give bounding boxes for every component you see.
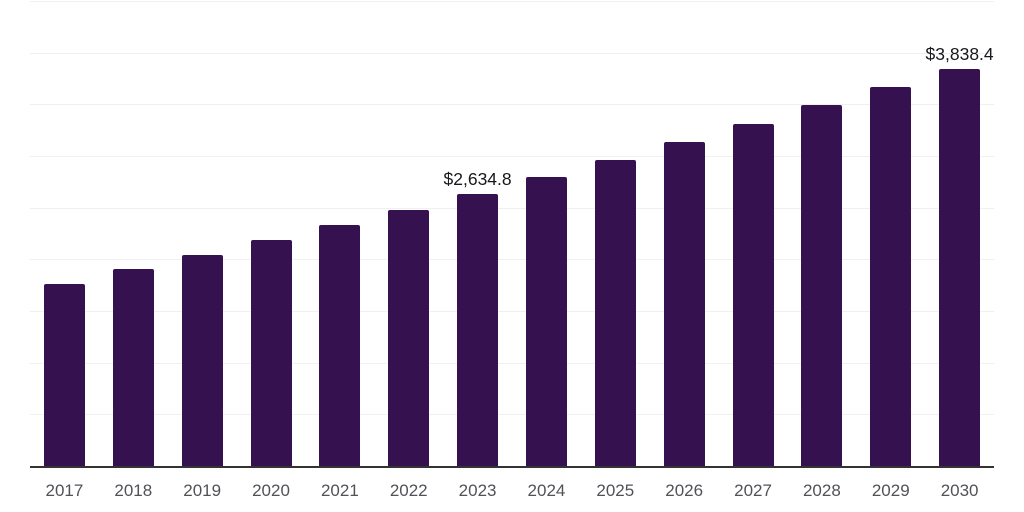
x-tick-2017: 2017 [45, 481, 84, 500]
bar-2022 [388, 210, 430, 466]
bar-2026 [663, 142, 705, 466]
bar-2019 [181, 255, 223, 466]
value-label-2030: $3,838.4 [925, 44, 994, 65]
x-tick-2026: 2026 [665, 481, 704, 500]
bar-2030 [939, 69, 981, 466]
bar-slot-2025 [581, 3, 650, 466]
x-tick-2019: 2019 [183, 481, 222, 500]
bar-2027 [732, 123, 774, 466]
bar-2025 [594, 159, 636, 466]
bar-slot-2023: $2,634.8 [443, 3, 512, 466]
x-tick-2018: 2018 [114, 481, 153, 500]
x-axis-labels: 2017 2018 2019 2020 2021 2022 2023 2024 2025 2026… [30, 481, 994, 501]
x-tick-2023: 2023 [458, 481, 497, 500]
x-tick-2021: 2021 [320, 481, 359, 500]
bar-slot-2028 [787, 3, 856, 466]
bar-slot-2022 [374, 3, 443, 466]
bar-slot-2027 [719, 3, 788, 466]
bar-slot-2020 [237, 3, 306, 466]
x-tick-2028: 2028 [802, 481, 841, 500]
x-tick-2020: 2020 [252, 481, 290, 500]
bar-2018 [112, 268, 154, 466]
gridline-4500 [30, 1, 994, 2]
x-tick-2025: 2025 [596, 481, 635, 500]
bar-2029 [870, 87, 912, 466]
bar-2028 [801, 104, 843, 466]
plot-area: $2,634.8 $3,838.4 [30, 1, 994, 468]
bar-2021 [319, 225, 361, 466]
bar-slot-2026 [650, 3, 719, 466]
bar-2017 [43, 283, 85, 466]
bar-slot-2018 [99, 3, 168, 466]
bars-layer: $2,634.8 $3,838.4 [30, 3, 994, 466]
x-tick-2030: 2030 [940, 481, 979, 500]
bar-slot-2019 [168, 3, 237, 466]
x-tick-2022: 2022 [389, 481, 428, 500]
bar-2024 [525, 176, 567, 466]
bar-slot-2029 [856, 3, 925, 466]
bar-slot-2030: $3,838.4 [925, 3, 994, 466]
bar-2023 [457, 193, 499, 466]
x-tick-2024: 2024 [527, 481, 566, 500]
bar-slot-2024 [512, 3, 581, 466]
bar-slot-2017 [30, 3, 99, 466]
bar-2020 [250, 240, 292, 466]
x-tick-2027: 2027 [734, 481, 772, 500]
x-tick-2029: 2029 [871, 481, 910, 500]
value-label-2023: $2,634.8 [443, 168, 512, 189]
bar-chart: $2,634.8 $3,838.4 2017 2018 2019 2020 2021 202… [30, 1, 994, 501]
bar-slot-2021 [305, 3, 374, 466]
